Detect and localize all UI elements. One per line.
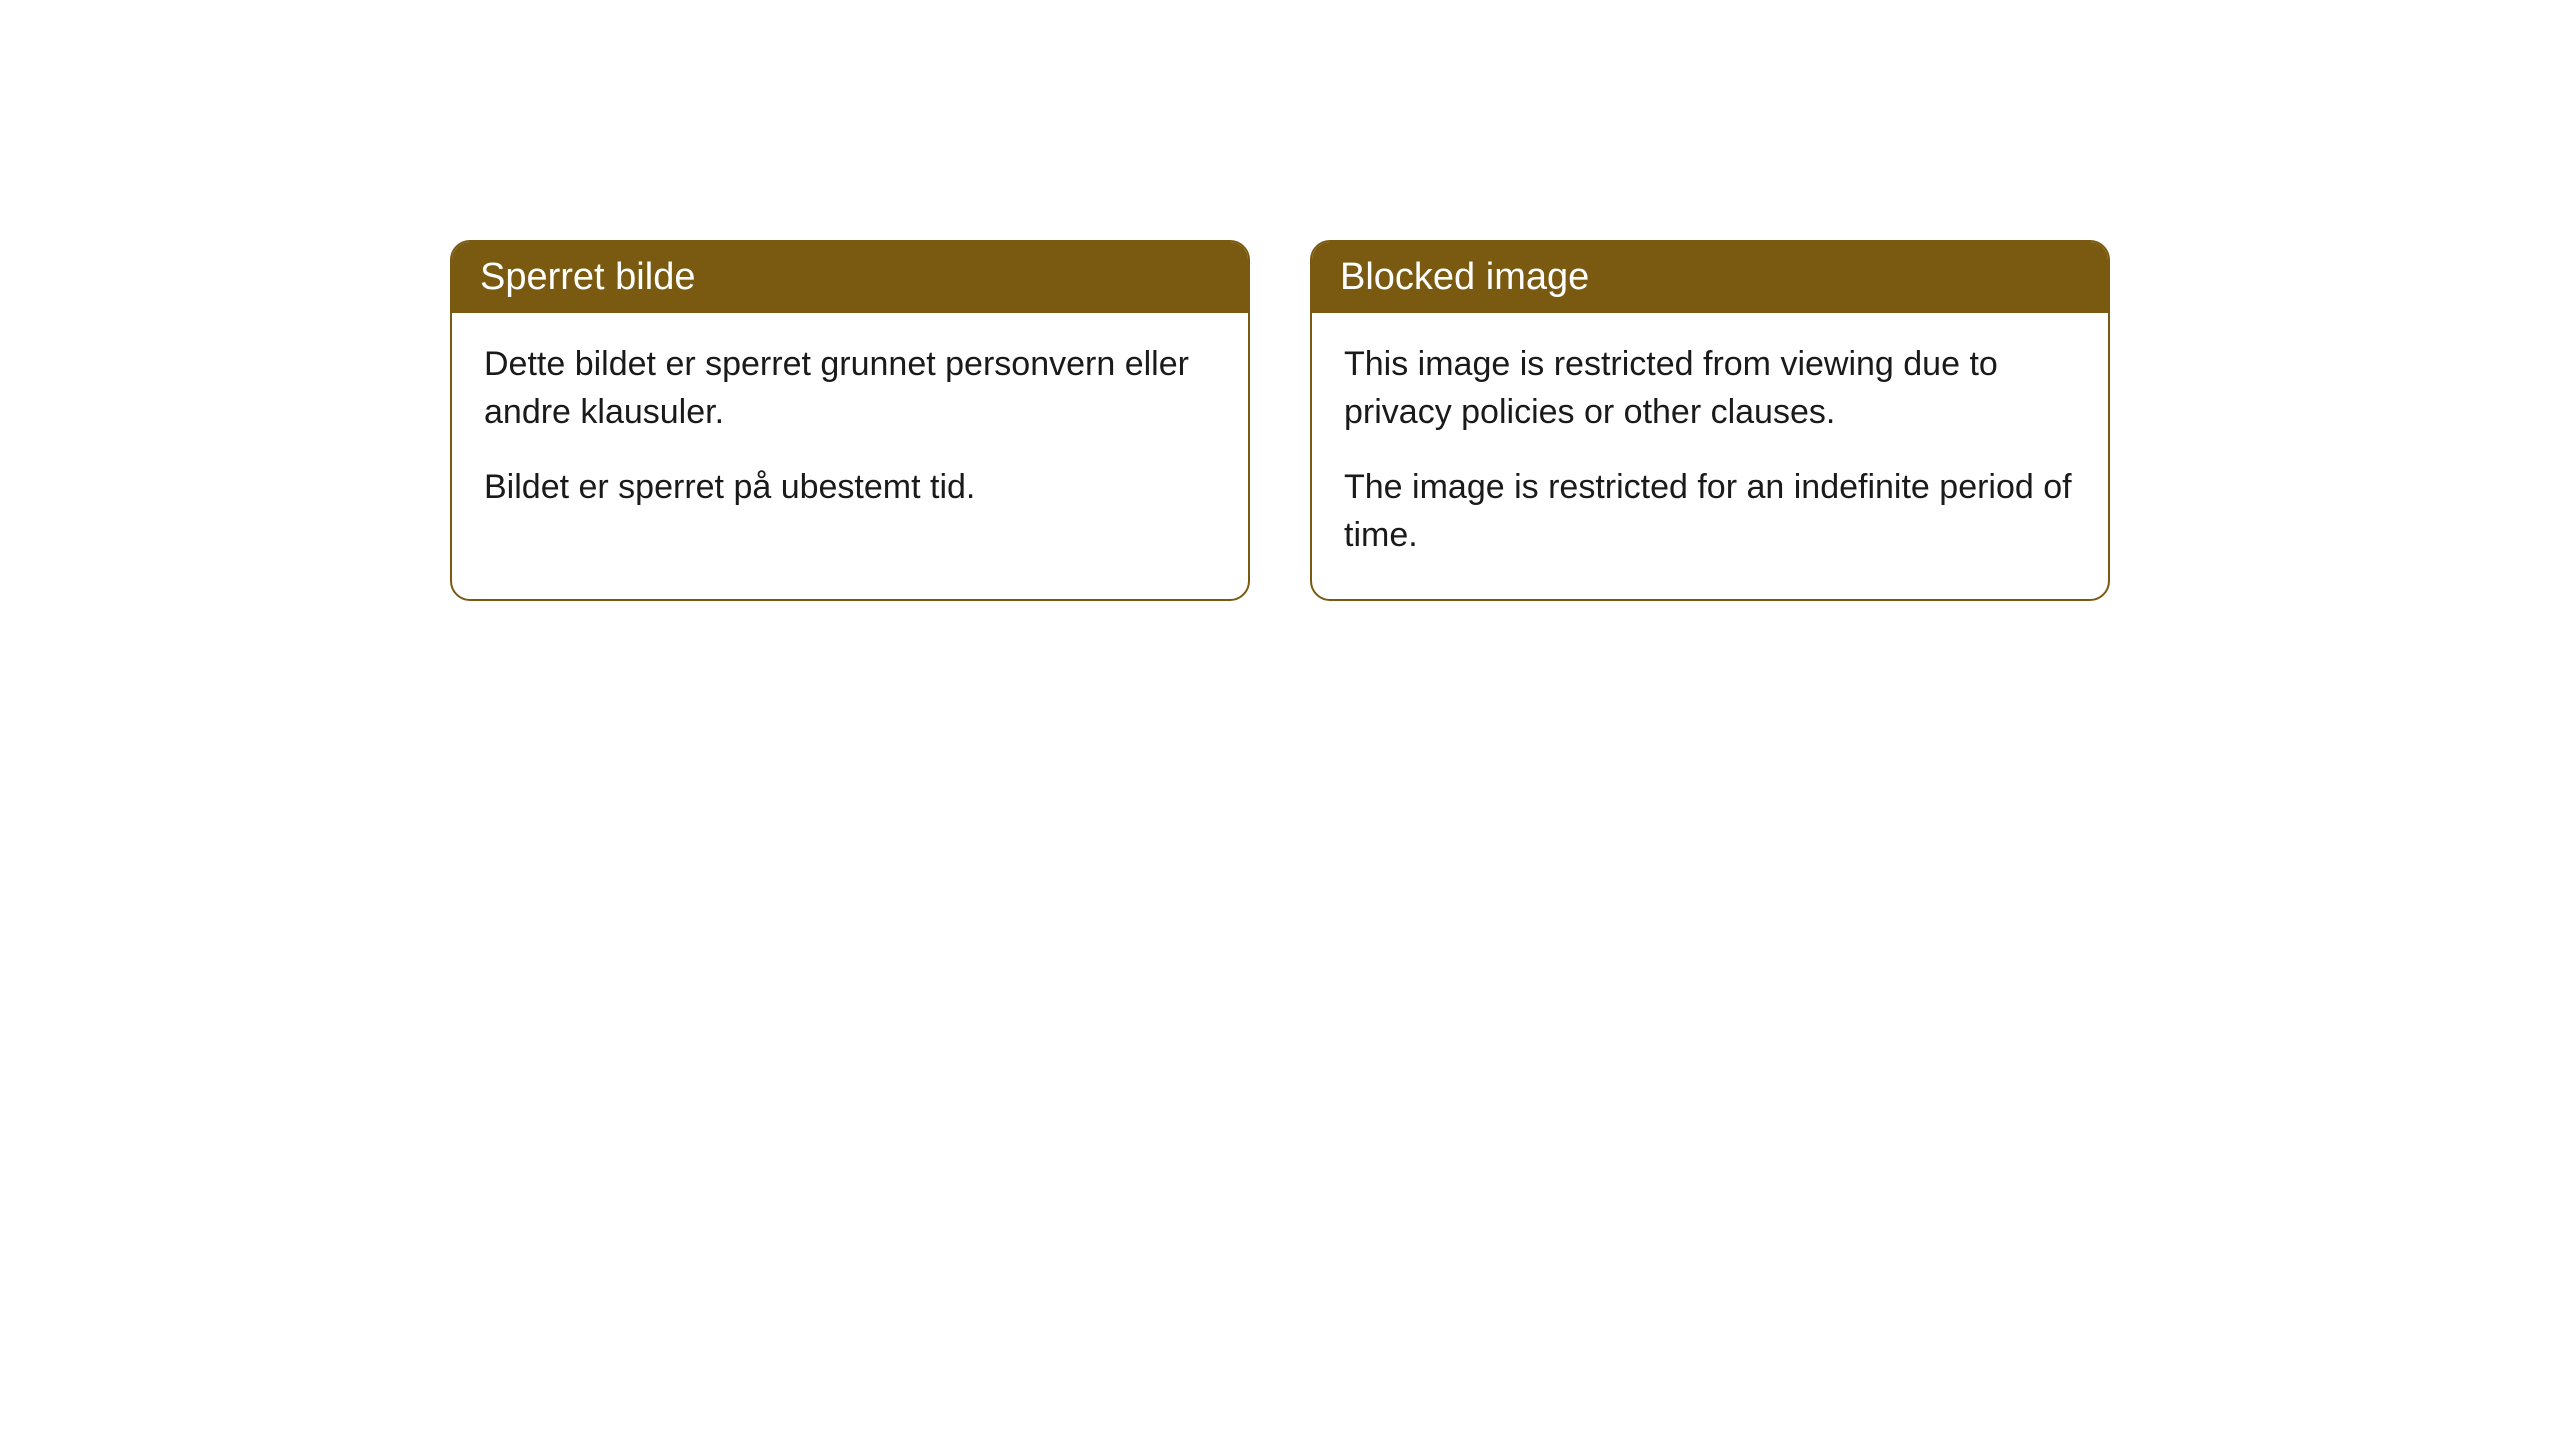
notice-paragraph-2-en: The image is restricted for an indefinit… [1344,464,2076,559]
blocked-image-card-norwegian: Sperret bilde Dette bildet er sperret gr… [450,240,1250,601]
blocked-image-card-english: Blocked image This image is restricted f… [1310,240,2110,601]
notice-card-container: Sperret bilde Dette bildet er sperret gr… [450,240,2110,601]
card-body-norwegian: Dette bildet er sperret grunnet personve… [452,313,1248,552]
card-body-english: This image is restricted from viewing du… [1312,313,2108,599]
notice-paragraph-1-no: Dette bildet er sperret grunnet personve… [484,341,1216,436]
card-header-english: Blocked image [1312,242,2108,313]
notice-paragraph-2-no: Bildet er sperret på ubestemt tid. [484,464,1216,512]
card-header-norwegian: Sperret bilde [452,242,1248,313]
notice-paragraph-1-en: This image is restricted from viewing du… [1344,341,2076,436]
